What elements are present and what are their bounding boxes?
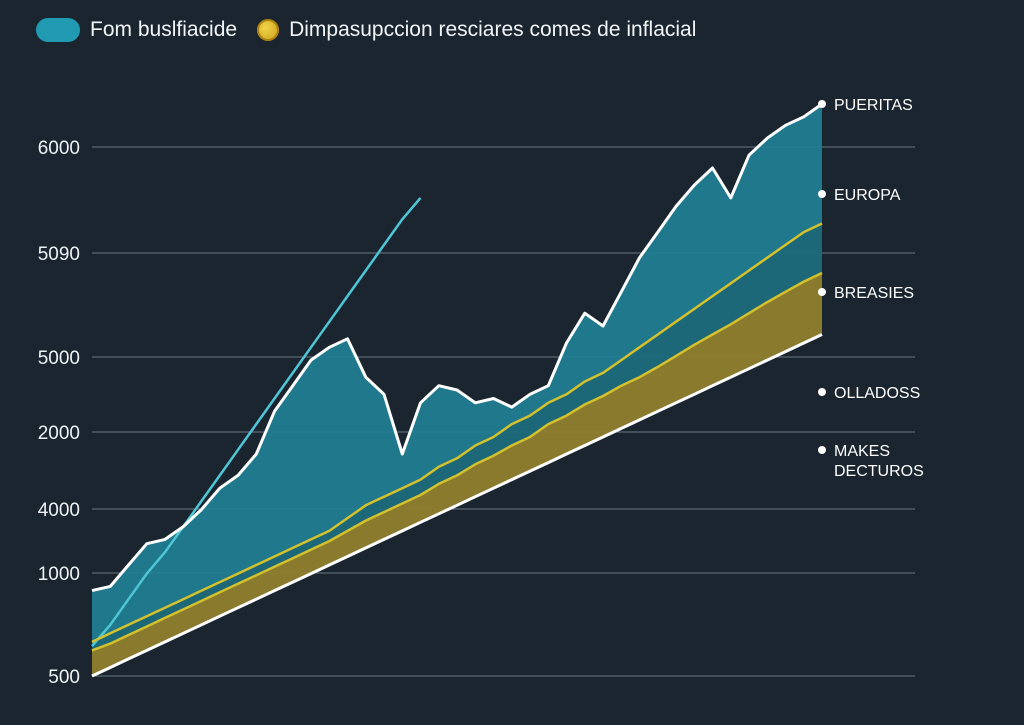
upper-gold-series-line bbox=[91, 222, 823, 644]
gold-area bbox=[92, 273, 822, 676]
baseline-series-line bbox=[91, 333, 823, 678]
series-label: PUERITAS bbox=[834, 97, 913, 114]
y-tick-label: 500 bbox=[48, 667, 80, 688]
y-tick-label: 1000 bbox=[38, 564, 80, 585]
legend-label-gold: Dimpasupccion resciares comes de inflaci… bbox=[289, 18, 697, 41]
series-label: EUROPA bbox=[834, 187, 901, 204]
series-end-dot bbox=[818, 446, 826, 454]
y-tick-label: 6000 bbox=[38, 138, 80, 159]
teal-area bbox=[92, 104, 822, 642]
line-layer bbox=[91, 102, 823, 678]
series-end-dot bbox=[818, 100, 826, 108]
legend-item-teal: Fom buslfiacide bbox=[36, 18, 237, 42]
legend-item-gold: Dimpasupccion resciares comes de inflaci… bbox=[257, 18, 696, 42]
upper-white-series-line bbox=[91, 102, 823, 593]
y-tick-label: 2000 bbox=[38, 423, 80, 444]
series-label-line2: DECTUROS bbox=[834, 463, 924, 480]
y-tick-label: 5000 bbox=[38, 348, 80, 369]
pill-swatch-icon bbox=[36, 18, 80, 42]
series-end-dot bbox=[818, 190, 826, 198]
lower-gold-series-line bbox=[91, 271, 823, 652]
series-label: OLLADOSS bbox=[834, 385, 920, 402]
series-label: BREASIES bbox=[834, 285, 914, 302]
legend-label-teal: Fom buslfiacide bbox=[90, 18, 238, 41]
series-label: MAKES bbox=[834, 443, 890, 460]
y-tick-label: 5090 bbox=[38, 244, 80, 265]
label-layer: PUERITAS EUROPA BREASIES OLLADOSS MAKES DECTU… bbox=[818, 97, 924, 480]
y-tick-label: 4000 bbox=[38, 500, 80, 521]
legend: Fom buslfiacide Dimpasupccion resciares … bbox=[36, 18, 696, 42]
series-end-dot bbox=[818, 388, 826, 396]
coin-icon bbox=[257, 19, 280, 41]
series-end-dot bbox=[818, 288, 826, 296]
cyan-series-line bbox=[91, 197, 422, 647]
